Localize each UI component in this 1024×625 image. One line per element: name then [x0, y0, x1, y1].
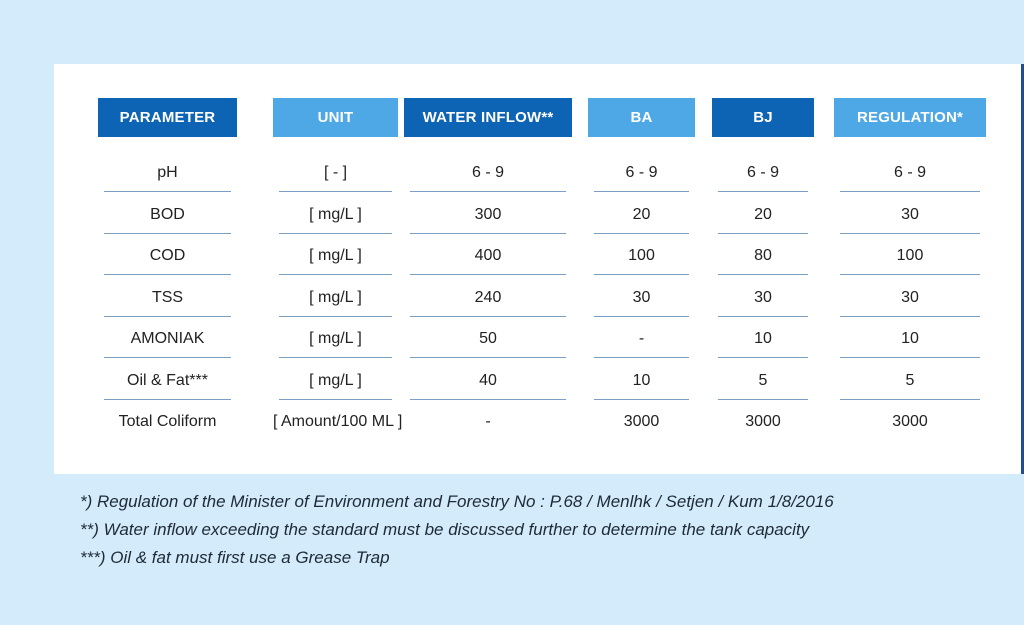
- table-cell-parameter: BOD: [150, 205, 185, 223]
- row-divider: [718, 274, 808, 275]
- table-cell-ba: 100: [628, 247, 655, 264]
- table-cell-bj: 80: [754, 247, 772, 264]
- row-divider: [718, 398, 808, 400]
- table-cell-regulation: 100: [896, 247, 924, 264]
- table-cell-regulation: 30: [901, 205, 919, 223]
- row-divider: [840, 274, 980, 275]
- row-divider: [104, 232, 231, 234]
- row-divider: [718, 357, 808, 358]
- row-divider: [279, 315, 392, 317]
- table-cell-regulation: 10: [901, 330, 919, 347]
- row-divider: [279, 398, 392, 400]
- table-cell-water-inflow: 240: [474, 288, 502, 306]
- row-divider: [840, 232, 980, 234]
- footnote-oil-fat: ***) Oil & fat must first use a Grease T…: [80, 548, 390, 567]
- table-cell-parameter: Oil & Fat***: [127, 371, 208, 389]
- table-cell-regulation: 5: [905, 371, 915, 389]
- row-divider: [840, 357, 980, 358]
- table-cell-bj: 6 - 9: [746, 164, 779, 181]
- table-cell-water-inflow: 400: [474, 247, 502, 264]
- table-cell-bj: 5: [758, 371, 768, 389]
- header-ba: BA: [588, 98, 695, 137]
- row-divider: [410, 398, 566, 400]
- row-divider: [718, 232, 808, 234]
- table-cell-parameter: Total Coliform: [118, 413, 217, 430]
- row-divider: [718, 191, 808, 192]
- row-divider: [279, 191, 392, 192]
- table-cell-parameter: AMONIAK: [130, 330, 205, 347]
- table-cell-regulation: 6 - 9: [893, 164, 926, 181]
- row-divider: [104, 315, 231, 317]
- row-divider: [410, 315, 566, 317]
- row-divider: [594, 191, 689, 192]
- row-divider: [279, 232, 392, 234]
- row-divider: [594, 398, 689, 400]
- table-cell-unit: [ mg/L ]: [309, 205, 362, 223]
- table-cell-regulation: 30: [901, 288, 919, 306]
- row-divider: [594, 232, 689, 234]
- footnote-water-inflow: **) Water inflow exceeding the standard …: [80, 520, 810, 539]
- table-cell-ba: -: [638, 330, 645, 347]
- table-cell-unit: [ mg/L ]: [309, 371, 362, 389]
- row-divider: [840, 315, 980, 317]
- table-cell-ba: 10: [632, 371, 651, 389]
- header-water-inflow: WATER INFLOW**: [404, 98, 572, 137]
- table-cell-water-inflow: 50: [479, 330, 497, 347]
- table-cell-bj: 20: [754, 205, 772, 223]
- header-parameter: PARAMETER: [98, 98, 237, 137]
- header-regulation: REGULATION*: [834, 98, 986, 137]
- table-cell-unit: [ - ]: [323, 164, 348, 181]
- table-cell-bj: 10: [754, 330, 772, 347]
- table-cell-unit: [ mg/L ]: [309, 330, 362, 347]
- footnotes: *) Regulation of the Minister of Environ…: [80, 488, 834, 572]
- table-cell-bj: 30: [754, 288, 772, 306]
- table-cell-unit: [ mg/L ]: [309, 288, 362, 306]
- row-divider: [104, 398, 231, 400]
- table-cell-ba: 20: [632, 205, 651, 223]
- row-divider: [410, 191, 566, 192]
- row-divider: [718, 315, 808, 317]
- row-divider: [410, 357, 566, 358]
- row-divider: [594, 274, 689, 275]
- row-divider: [279, 357, 392, 358]
- table-cell-water-inflow: -: [485, 413, 491, 430]
- row-divider: [594, 315, 689, 317]
- row-divider: [840, 191, 980, 192]
- table-cell-unit: [ Amount/100 ML ]: [273, 413, 403, 430]
- table-cell-unit: [ mg/L ]: [309, 247, 362, 264]
- table-cell-ba: 30: [632, 288, 651, 306]
- table-cell-water-inflow: 40: [479, 371, 497, 389]
- header-bj: BJ: [712, 98, 814, 137]
- footnote-regulation: *) Regulation of the Minister of Environ…: [80, 492, 834, 511]
- row-divider: [104, 357, 231, 358]
- panel-edge-accent: [1021, 64, 1024, 474]
- table-cell-ba: 3000: [623, 413, 660, 430]
- table-cell-ba: 6 - 9: [625, 164, 658, 181]
- table-cell-parameter: TSS: [151, 288, 184, 306]
- row-divider: [104, 274, 231, 275]
- table-cell-bj: 3000: [745, 413, 781, 430]
- table-cell-water-inflow: 6 - 9: [471, 164, 504, 181]
- table-cell-water-inflow: 300: [474, 205, 502, 223]
- table-cell-regulation: 3000: [892, 413, 928, 430]
- row-divider: [594, 357, 689, 358]
- table-cell-parameter: pH: [157, 164, 178, 181]
- row-divider: [840, 398, 980, 400]
- header-unit: UNIT: [273, 98, 398, 137]
- row-divider: [104, 191, 231, 192]
- table-cell-parameter: COD: [149, 247, 186, 264]
- row-divider: [410, 274, 566, 275]
- row-divider: [410, 232, 566, 234]
- row-divider: [279, 274, 392, 275]
